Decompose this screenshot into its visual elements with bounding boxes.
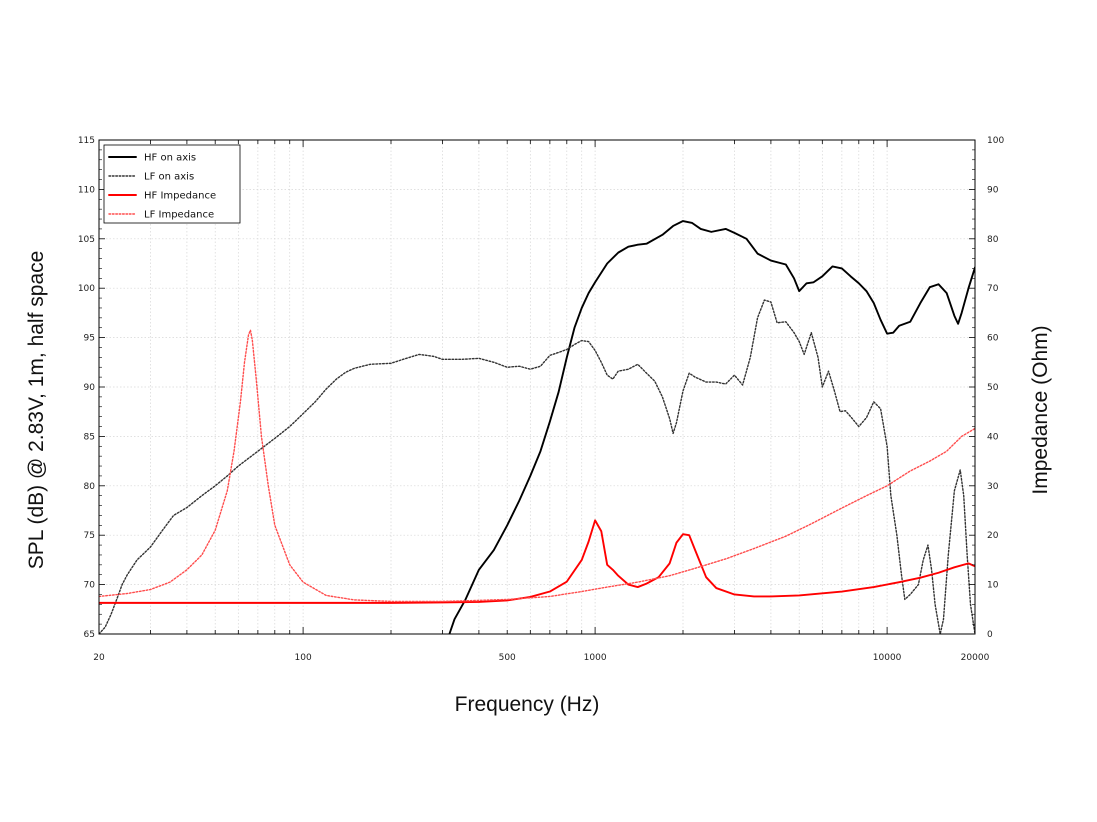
right-y-tick-label: 70 xyxy=(987,284,999,294)
left-y-tick-label: 95 xyxy=(84,334,95,344)
right-y-tick-label: 50 xyxy=(987,383,999,393)
x-tick-label: 20000 xyxy=(961,653,990,663)
x-tick-label: 500 xyxy=(499,653,516,663)
legend-entry-label: HF on axis xyxy=(144,153,196,164)
right-y-tick-label: 80 xyxy=(987,235,999,245)
x-axis-title: Frequency (Hz) xyxy=(455,693,600,716)
legend-entry-label: HF Impedance xyxy=(144,191,216,202)
x-tick-label: 10000 xyxy=(873,653,902,663)
left-y-tick-label: 90 xyxy=(84,383,96,393)
legend-entry-label: LF on axis xyxy=(144,172,194,183)
left-y-tick-label: 115 xyxy=(78,136,95,146)
axis-ticks: 20 100 500 1000 10000 20000657075808590951001… xyxy=(78,136,1005,663)
right-y-tick-label: 90 xyxy=(987,185,999,195)
left-y-tick-label: 70 xyxy=(84,581,96,591)
series-layer xyxy=(99,220,975,634)
left-y-tick-label: 65 xyxy=(84,630,95,640)
left-y-tick-label: 105 xyxy=(78,235,95,245)
legend-box xyxy=(103,144,241,224)
left-y-tick-label: 100 xyxy=(78,284,95,294)
right-y-tick-label: 40 xyxy=(987,432,999,442)
legend-entry-label: LF Impedance xyxy=(144,210,214,221)
series-line-hf-impedance xyxy=(99,519,975,604)
right-y-axis-title: Impedance (Ohm) xyxy=(1029,325,1052,494)
right-y-tick-label: 20 xyxy=(987,531,999,541)
left-y-axis-title: SPL (dB) @ 2.83V, 1m, half space xyxy=(25,251,48,570)
right-y-tick-label: 30 xyxy=(987,482,999,492)
left-y-tick-label: 80 xyxy=(84,482,96,492)
right-y-tick-label: 60 xyxy=(987,334,999,344)
left-y-tick-label: 75 xyxy=(84,531,95,541)
x-tick-label: 1000 xyxy=(584,653,607,663)
left-y-tick-label: 85 xyxy=(84,432,95,442)
right-y-tick-label: 100 xyxy=(987,136,1004,146)
legend: HF on axis LF on axis HF Impedance LF Imped… xyxy=(103,144,241,224)
right-y-tick-label: 0 xyxy=(987,630,993,640)
x-tick-label: 100 xyxy=(295,653,312,663)
series-line-hf-on-axis xyxy=(448,220,975,634)
left-y-tick-label: 110 xyxy=(78,185,95,195)
right-y-tick-label: 10 xyxy=(987,581,999,591)
series-line-lf-impedance xyxy=(99,329,975,603)
x-tick-label: 20 xyxy=(93,653,105,663)
series-line-lf-on-axis xyxy=(99,299,975,634)
